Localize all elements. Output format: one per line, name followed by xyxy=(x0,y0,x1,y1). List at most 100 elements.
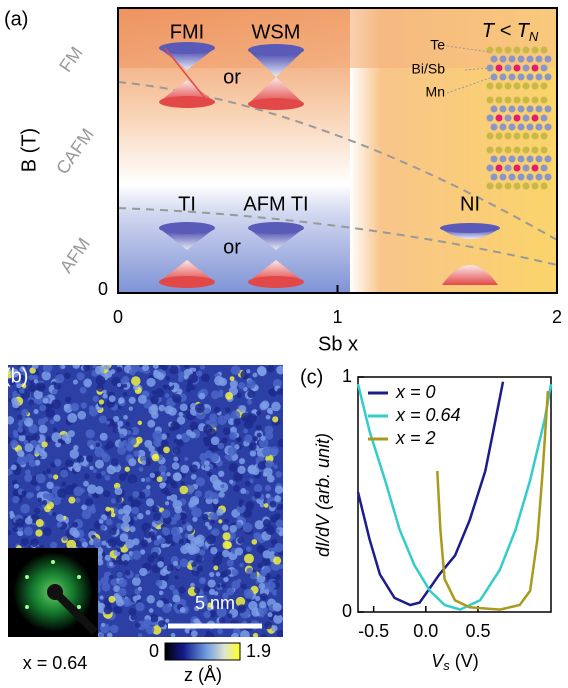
stm-texture-dot xyxy=(9,510,14,516)
stm-texture-dot xyxy=(108,561,114,567)
stm-texture-dot xyxy=(105,518,113,526)
stm-texture-dot xyxy=(256,432,262,438)
stm-texture-dot xyxy=(267,612,273,618)
stm-texture-dot xyxy=(149,613,159,623)
stm-texture-dot xyxy=(31,433,40,442)
stm-texture-dot xyxy=(46,481,54,490)
stm-texture-dot xyxy=(146,485,151,490)
stm-texture-dot xyxy=(272,378,282,389)
region-label: CAFM xyxy=(52,125,98,178)
stm-texture-dot xyxy=(173,472,182,481)
stm-texture-dot xyxy=(274,495,282,502)
stm-texture-dot xyxy=(80,402,88,409)
stm-texture-dot xyxy=(246,567,253,575)
stm-texture-dot xyxy=(275,471,283,478)
stm-texture-dot xyxy=(110,512,116,518)
stm-texture-dot xyxy=(21,490,27,496)
stm-texture-dot xyxy=(128,406,133,411)
stm-texture-dot xyxy=(217,415,228,425)
stm-texture-dot xyxy=(266,474,275,483)
stm-texture-dot xyxy=(216,508,224,516)
stm-texture-dot xyxy=(130,499,140,509)
stm-texture-dot xyxy=(186,429,193,436)
stm-texture-dot xyxy=(100,622,106,628)
stm-texture-dot xyxy=(148,405,159,415)
stm-texture-dot xyxy=(195,554,203,563)
stm-texture-dot xyxy=(148,608,154,613)
stm-texture-dot xyxy=(131,576,141,586)
stm-texture-dot xyxy=(276,387,283,395)
atom xyxy=(540,46,548,54)
stm-texture-dot xyxy=(229,379,238,389)
stm-texture-dot xyxy=(205,630,211,636)
stm-texture-dot xyxy=(260,633,267,637)
atom xyxy=(486,114,494,122)
stm-texture-dot xyxy=(179,607,186,613)
stm-texture-dot xyxy=(35,519,44,528)
stm-texture-dot xyxy=(272,602,282,612)
stm-texture-dot xyxy=(41,441,48,448)
stm-texture-dot xyxy=(179,403,188,412)
stm-texture-dot xyxy=(139,549,146,555)
stm-texture-dot xyxy=(247,465,256,474)
stm-texture-dot xyxy=(20,537,29,546)
stm-texture-dot xyxy=(205,450,213,458)
stm-texture-dot xyxy=(169,584,175,591)
stm-texture-dot xyxy=(259,612,265,618)
stm-texture-dot xyxy=(35,529,43,537)
atom xyxy=(526,123,534,131)
stm-texture-dot xyxy=(161,509,171,519)
stm-texture-dot xyxy=(114,487,123,496)
stm-texture-dot xyxy=(261,556,271,566)
stm-texture-dot xyxy=(82,541,88,548)
stm-texture-dot xyxy=(79,386,87,394)
panel-a: (a) FMI WSM TI AFM TI NI or or T < TN Te… xyxy=(4,7,558,355)
x-tick-label: 0.5 xyxy=(465,621,490,641)
stm-texture-dot xyxy=(92,395,99,403)
stm-texture-dot xyxy=(213,406,221,413)
stm-texture-dot xyxy=(19,388,25,394)
stm-texture-dot xyxy=(16,383,22,389)
stm-texture-dot xyxy=(178,538,184,544)
atom xyxy=(522,114,530,122)
stm-texture-dot xyxy=(237,465,246,474)
atom xyxy=(522,82,530,90)
stm-texture-dot xyxy=(95,473,102,480)
stm-texture-dot xyxy=(257,562,263,568)
stm-texture-dot xyxy=(218,389,224,395)
stm-texture-dot xyxy=(192,367,197,372)
stm-texture-dot xyxy=(94,447,105,458)
stm-texture-dot xyxy=(240,487,247,494)
atom xyxy=(486,164,494,172)
stm-texture-dot xyxy=(192,498,200,506)
stm-texture-dot xyxy=(178,411,184,417)
stm-texture-dot xyxy=(128,458,137,467)
atom xyxy=(535,155,543,163)
stm-texture-dot xyxy=(112,415,120,422)
stm-texture-dot xyxy=(153,370,162,379)
stm-texture-dot xyxy=(121,553,130,563)
stm-texture-dot xyxy=(138,491,146,499)
stm-texture-dot xyxy=(95,375,106,386)
stm-texture-dot xyxy=(8,436,12,444)
stm-texture-dot xyxy=(198,549,206,556)
stm-texture-dot xyxy=(25,492,33,499)
stm-texture-dot xyxy=(73,445,79,451)
stm-texture-dot xyxy=(278,564,283,570)
stm-texture-dot xyxy=(221,437,228,444)
stm-texture-dot xyxy=(131,506,140,515)
stm-texture-dot xyxy=(258,582,266,590)
stm-texture-dot xyxy=(42,416,49,422)
atom xyxy=(513,82,521,90)
stm-texture-dot xyxy=(222,524,229,531)
stm-texture-dot xyxy=(103,365,108,370)
stm-texture-dot xyxy=(211,513,219,521)
panel-c: (c) dI/dV (arb. unit) Vs (V) xyxy=(300,366,479,673)
stm-texture-dot xyxy=(190,473,197,480)
stm-texture-dot xyxy=(218,470,225,478)
stm-texture-dot xyxy=(168,382,174,387)
stm-texture-dot xyxy=(236,392,242,399)
stm-texture-dot xyxy=(272,591,277,596)
atom xyxy=(508,173,516,181)
